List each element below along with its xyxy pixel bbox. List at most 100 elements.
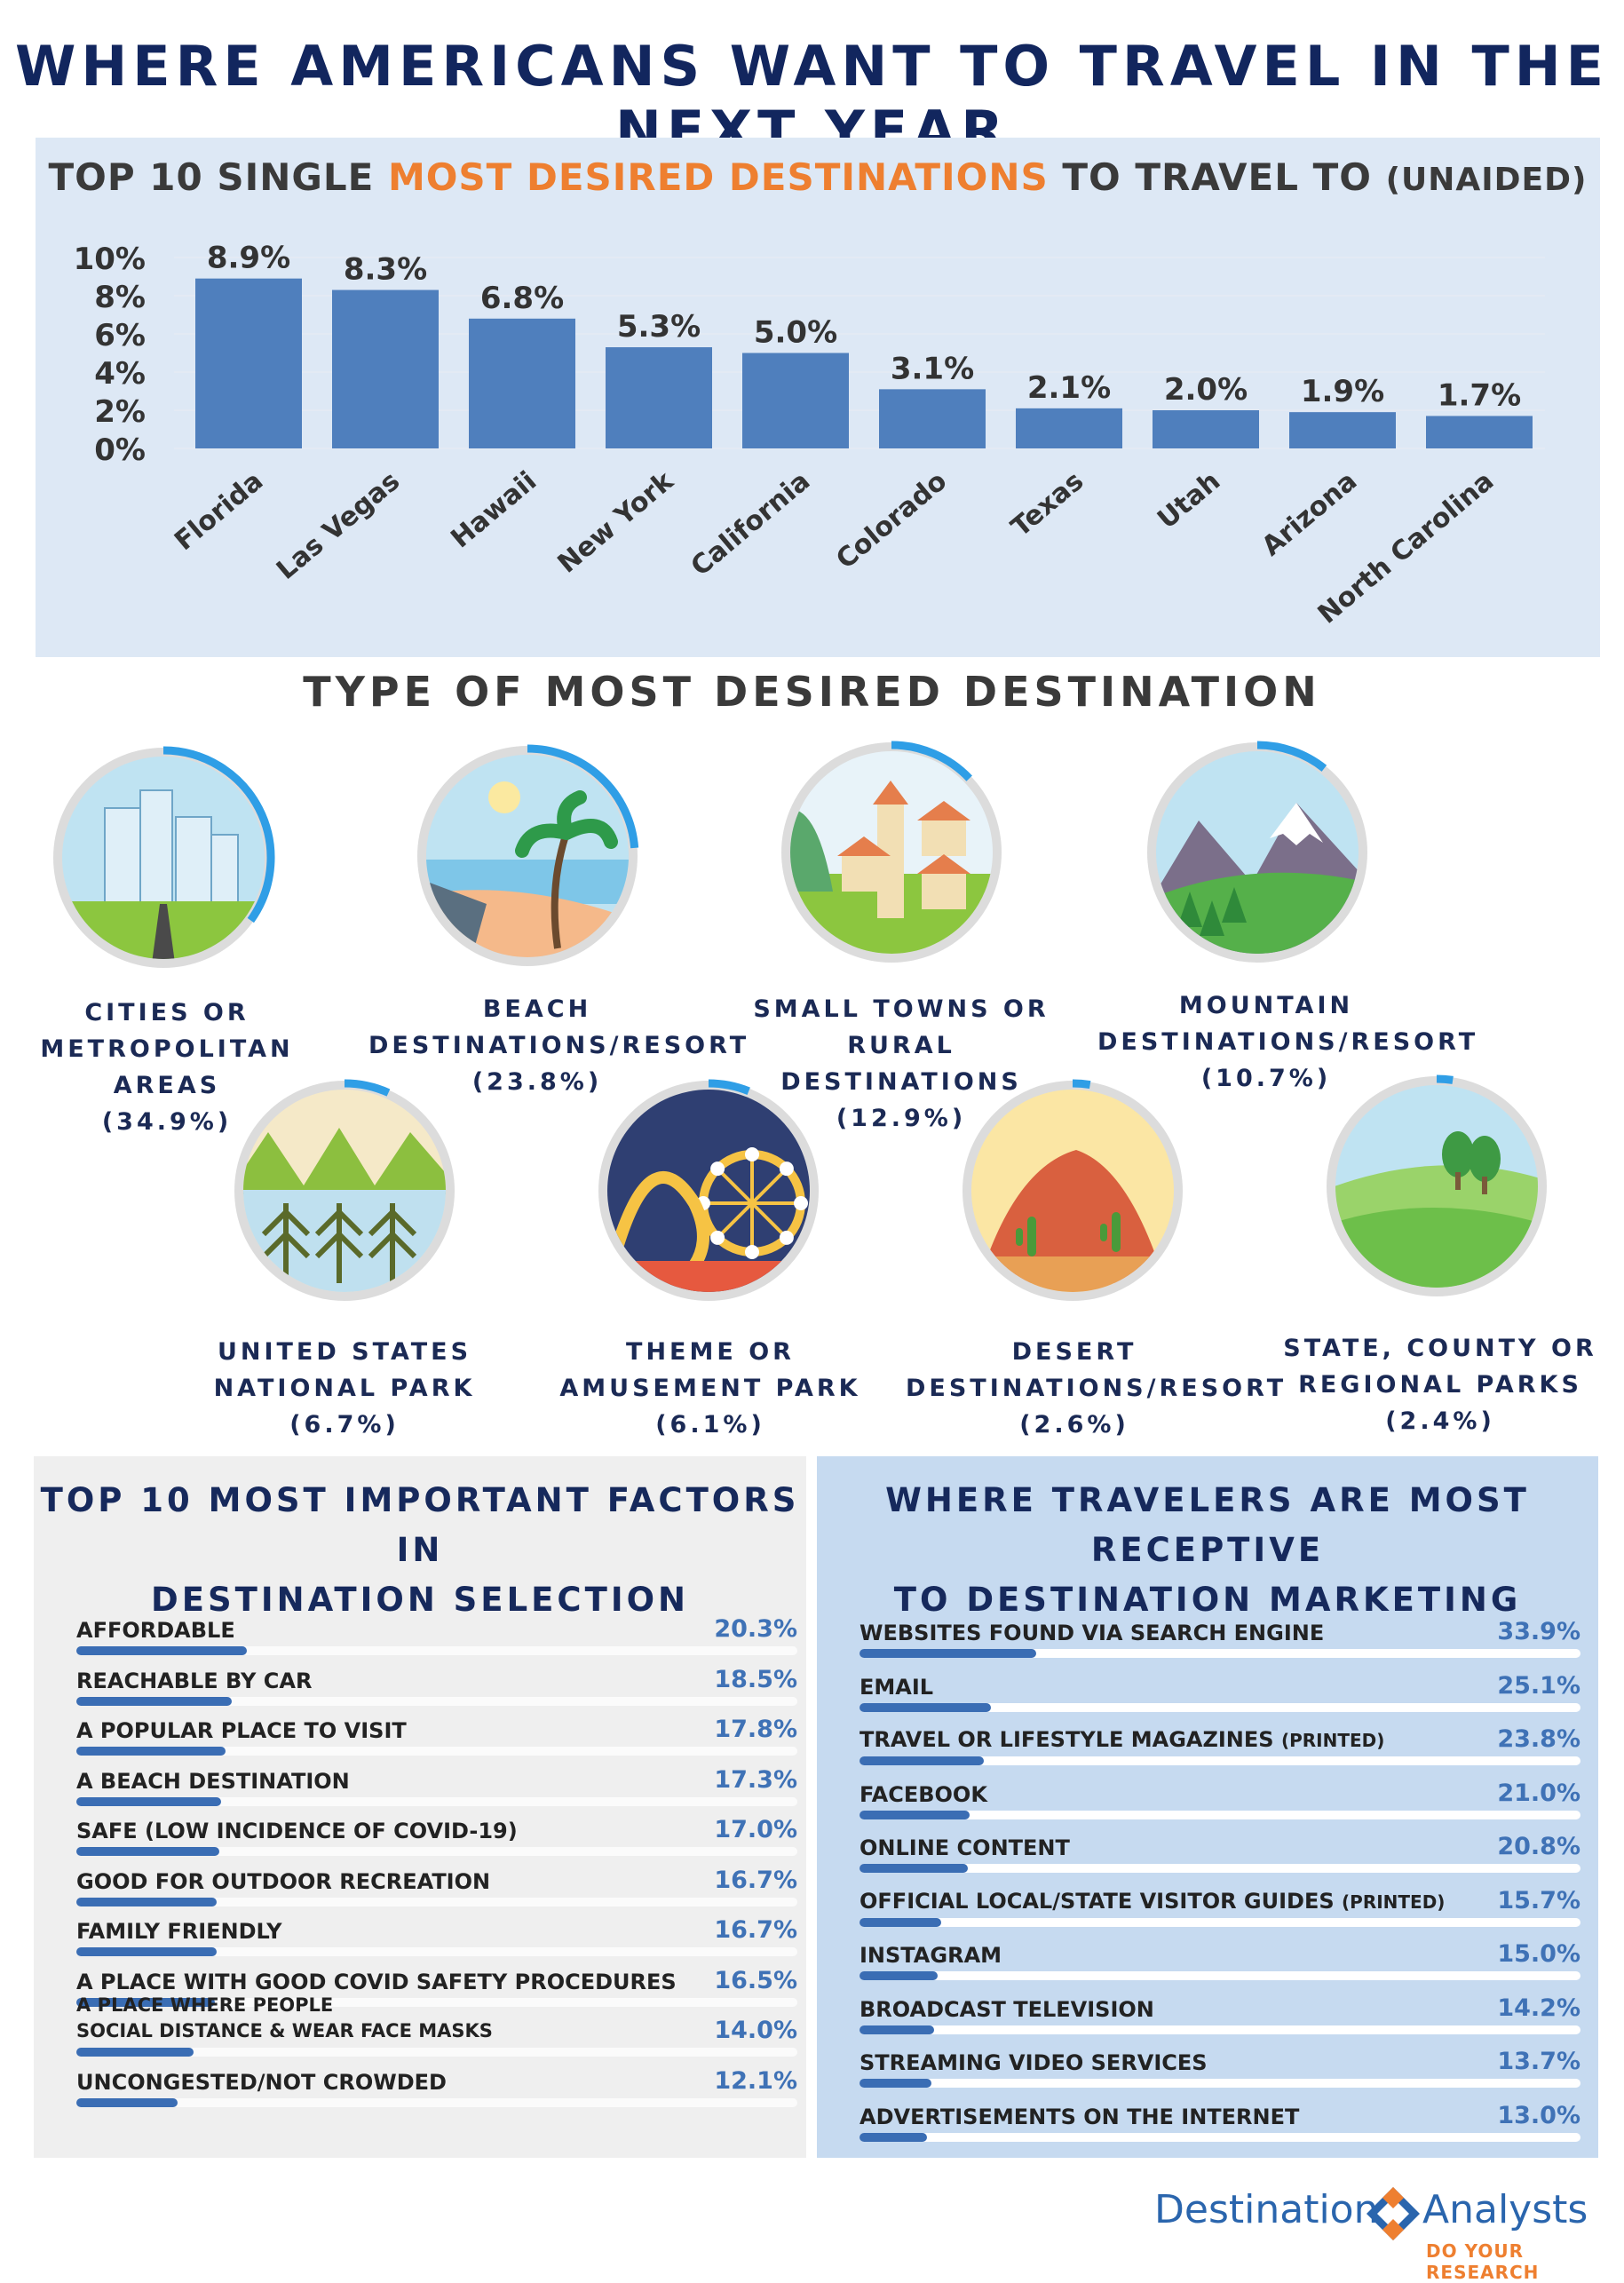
row-label: ONLINE CONTENT — [860, 1835, 1070, 1860]
progress-fill — [860, 2079, 931, 2088]
row-label-text: SAFE (LOW INCIDENCE OF COVID-19) — [76, 1819, 518, 1843]
type-label-line1: MOUNTAIN — [1178, 992, 1354, 1019]
type-label-line1: STATE, COUNTY OR — [1283, 1335, 1597, 1362]
mountain-icon — [1147, 741, 1367, 963]
row-label-text: FAMILY FRIENDLY — [76, 1919, 282, 1944]
y-tick-label: 10% — [74, 242, 146, 277]
channels-title: WHERE TRAVELERS ARE MOST RECEPTIVE TO DE… — [817, 1476, 1598, 1625]
row-label-line: SOCIAL DISTANCE & WEAR FACE MASKS — [76, 2020, 493, 2041]
list-item: EMAIL 25.1% — [860, 1666, 1580, 1716]
destinations-title-part1: TOP 10 SINGLE — [48, 155, 388, 199]
row-value: 25.1% — [1497, 1671, 1580, 1700]
row-label-text: BROADCAST TELEVISION — [860, 1996, 1154, 2022]
factors-panel: TOP 10 MOST IMPORTANT FACTORS IN DESTINA… — [34, 1456, 806, 2158]
bar-value-label: 5.0% — [754, 315, 837, 351]
type-label-pct: (2.6%) — [1019, 1411, 1129, 1439]
list-item: SAFE (LOW INCIDENCE OF COVID-19) 17.0% — [76, 1810, 797, 1859]
row-label: A PLACE WITH GOOD COVID SAFETY PROCEDURE… — [76, 1970, 677, 1994]
type-label-line1: UNITED STATES — [217, 1338, 472, 1366]
diamond-logo-icon — [1367, 2187, 1420, 2240]
list-item: ADVERTISEMENTS ON THE INTERNET 13.0% — [860, 2096, 1580, 2145]
destination-analysts-logo: Destination Analysts DO YOUR RESEARCH — [1154, 2180, 1607, 2283]
bar-hawaii — [469, 318, 575, 448]
row-label: ADVERTISEMENTS ON THE INTERNET — [860, 2105, 1299, 2129]
row-label-text: TRAVEL OR LIFESTYLE MAGAZINES — [860, 1727, 1274, 1752]
row-label: AFFORDABLE — [76, 1618, 235, 1643]
share-arc — [891, 741, 972, 781]
list-item: FACEBOOK 21.0% — [860, 1773, 1580, 1823]
list-item: REACHABLE BY CAR 18.5% — [76, 1660, 797, 1709]
share-arc — [1072, 1079, 1091, 1090]
row-value: 12.1% — [714, 2066, 797, 2095]
list-item: STREAMING VIDEO SERVICES 13.7% — [860, 2041, 1580, 2091]
row-label-text: WEBSITES FOUND VIA SEARCH ENGINE — [860, 1621, 1325, 1645]
row-label: A PLACE WHERE PEOPLE SOCIAL DISTANCE & WE… — [76, 1993, 493, 2044]
progress-track — [860, 2079, 1580, 2088]
row-value: 17.3% — [714, 1765, 797, 1794]
row-value: 17.0% — [714, 1816, 797, 1843]
city-icon — [53, 746, 275, 968]
factors-title: TOP 10 MOST IMPORTANT FACTORS IN DESTINA… — [34, 1476, 806, 1625]
progress-fill — [860, 1971, 939, 1980]
row-label-text: OFFICIAL LOCAL/STATE VISITOR GUIDES — [860, 1888, 1335, 1914]
progress-track — [860, 1756, 1580, 1765]
list-item: INSTAGRAM 15.0% — [860, 1934, 1580, 1984]
share-arc — [344, 1079, 391, 1097]
row-label-sub: (PRINTED) — [1280, 1730, 1385, 1751]
row-label-text: INSTAGRAM — [860, 1943, 1002, 1968]
row-label: FACEBOOK — [860, 1782, 987, 1807]
row-label: A POPULAR PLACE TO VISIT — [76, 1718, 407, 1743]
row-value: 15.7% — [1497, 1886, 1580, 1914]
y-tick-label: 2% — [94, 394, 146, 430]
bar-texas — [1016, 408, 1122, 448]
bar-utah — [1153, 410, 1259, 448]
row-label-text: GOOD FOR OUTDOOR RECREATION — [76, 1868, 491, 1894]
row-label: SAFE (LOW INCIDENCE OF COVID-19) — [76, 1819, 518, 1843]
type-label: CITIES OR METROPOLITAN AREAS (34.9%) — [0, 995, 336, 1140]
row-label-text: AFFORDABLE — [76, 1618, 235, 1643]
destinations-title-suffix: (UNAIDED) — [1385, 162, 1588, 198]
type-label-line2: METROPOLITAN AREAS — [40, 1035, 294, 1099]
progress-fill — [860, 1810, 970, 1819]
destinations-title-part2: TO TRAVEL TO — [1048, 155, 1386, 199]
logo-tagline: DO YOUR RESEARCH — [1426, 2240, 1540, 2283]
type-label-line2: NATIONAL PARK — [213, 1375, 476, 1402]
row-label: EMAIL — [860, 1675, 933, 1700]
bar-las-vegas — [332, 289, 439, 448]
type-label: SMALL TOWNS OR RURAL DESTINATIONS (12.9%) — [733, 991, 1070, 1137]
progress-fill — [76, 1796, 222, 1806]
row-value: 16.5% — [714, 1966, 797, 1994]
row-label: REACHABLE BY CAR — [76, 1669, 312, 1693]
progress-track — [76, 1646, 797, 1655]
type-label: UNITED STATES NATIONAL PARK (6.7%) — [176, 1334, 513, 1443]
bar-value-label: 2.0% — [1164, 372, 1248, 408]
type-label-line2: RURAL DESTINATIONS — [780, 1032, 1022, 1096]
list-item: WEBSITES FOUND VIA SEARCH ENGINE 33.9% — [860, 1612, 1580, 1661]
row-label-text: FACEBOOK — [860, 1781, 987, 1807]
row-label-text: ONLINE CONTENT — [860, 1835, 1070, 1860]
row-label-text: REACHABLE BY CAR — [76, 1668, 313, 1693]
bar-colorado — [879, 389, 986, 448]
type-label-line1: DESERT — [1011, 1338, 1137, 1366]
progress-track — [860, 2025, 1580, 2034]
row-label: TRAVEL OR LIFESTYLE MAGAZINES (PRINTED) — [860, 1727, 1384, 1753]
type-label-pct: (23.8%) — [471, 1068, 603, 1096]
progress-track — [76, 1847, 797, 1856]
row-value: 21.0% — [1497, 1779, 1580, 1807]
row-label-text: EMAIL — [860, 1674, 934, 1700]
bar-value-label: 3.1% — [891, 351, 974, 386]
type-label: DESERT DESTINATIONS/RESORT (2.6%) — [906, 1334, 1283, 1443]
progress-track — [860, 2132, 1580, 2142]
bar-arizona — [1289, 412, 1396, 448]
row-label: OFFICIAL LOCAL/STATE VISITOR GUIDES (PRI… — [860, 1889, 1445, 1914]
row-label-text: STREAMING VIDEO SERVICES — [860, 2050, 1208, 2075]
progress-fill — [860, 2132, 928, 2142]
progress-fill — [860, 2025, 934, 2034]
bar-north-carolina — [1426, 416, 1533, 448]
row-label: GOOD FOR OUTDOOR RECREATION — [76, 1869, 490, 1894]
progress-track — [76, 1947, 797, 1956]
progress-fill — [76, 1847, 219, 1856]
type-label: STATE, COUNTY OR REGIONAL PARKS (2.4%) — [1271, 1330, 1609, 1439]
type-label: THEME OR AMUSEMENT PARK (6.1%) — [542, 1334, 879, 1443]
row-value: 16.7% — [714, 1916, 797, 1944]
